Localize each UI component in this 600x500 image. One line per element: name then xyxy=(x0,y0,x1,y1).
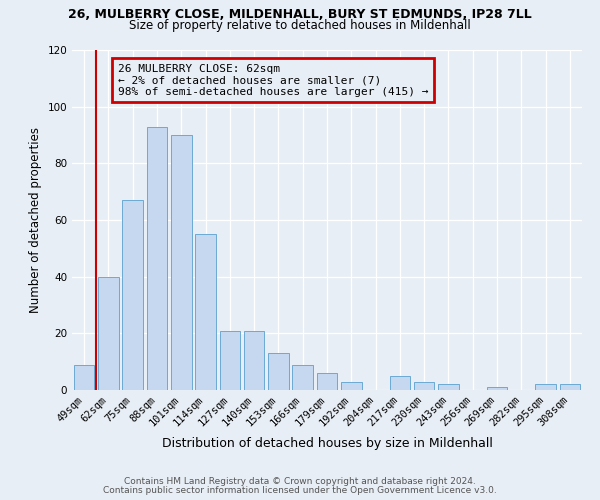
Bar xyxy=(146,126,167,390)
Bar xyxy=(220,330,240,390)
Text: 26, MULBERRY CLOSE, MILDENHALL, BURY ST EDMUNDS, IP28 7LL: 26, MULBERRY CLOSE, MILDENHALL, BURY ST … xyxy=(68,8,532,20)
Text: Contains public sector information licensed under the Open Government Licence v3: Contains public sector information licen… xyxy=(103,486,497,495)
Text: Size of property relative to detached houses in Mildenhall: Size of property relative to detached ho… xyxy=(129,18,471,32)
Bar xyxy=(414,382,434,390)
Bar xyxy=(195,234,216,390)
X-axis label: Distribution of detached houses by size in Mildenhall: Distribution of detached houses by size … xyxy=(161,437,493,450)
Bar xyxy=(74,364,94,390)
Bar xyxy=(171,135,191,390)
Bar xyxy=(122,200,143,390)
Bar xyxy=(244,330,265,390)
Bar xyxy=(268,353,289,390)
Y-axis label: Number of detached properties: Number of detached properties xyxy=(29,127,42,313)
Bar xyxy=(292,364,313,390)
Bar xyxy=(341,382,362,390)
Bar xyxy=(98,276,119,390)
Bar xyxy=(535,384,556,390)
Text: Contains HM Land Registry data © Crown copyright and database right 2024.: Contains HM Land Registry data © Crown c… xyxy=(124,477,476,486)
Bar xyxy=(317,373,337,390)
Text: 26 MULBERRY CLOSE: 62sqm
← 2% of detached houses are smaller (7)
98% of semi-det: 26 MULBERRY CLOSE: 62sqm ← 2% of detache… xyxy=(118,64,428,97)
Bar xyxy=(438,384,459,390)
Bar xyxy=(560,384,580,390)
Bar xyxy=(389,376,410,390)
Bar xyxy=(487,387,508,390)
